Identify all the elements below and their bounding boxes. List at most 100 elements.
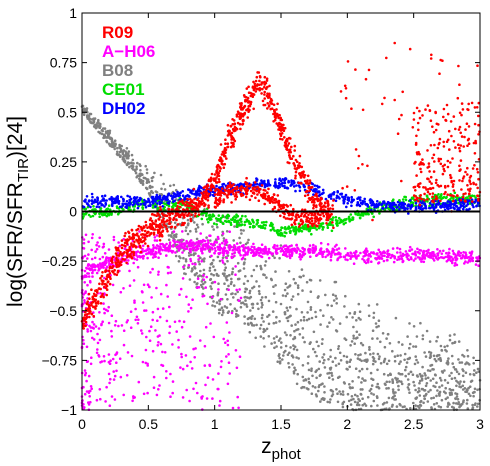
b08-point: [379, 362, 383, 365]
ce01-point: [200, 217, 204, 221]
b08-point: [462, 400, 465, 404]
b08-point: [414, 388, 417, 392]
a-h06-point: [144, 348, 148, 352]
dh02-point: [191, 192, 194, 195]
dh02-point: [402, 202, 405, 206]
b08-point: [418, 394, 422, 397]
a-h06-point: [468, 259, 471, 263]
r09-point: [293, 144, 297, 148]
a-h06-point: [82, 247, 86, 250]
b08-point: [435, 402, 439, 405]
b08-point: [370, 384, 374, 387]
a-h06-point: [97, 245, 101, 248]
b08-point: [369, 353, 372, 356]
a-h06-point: [211, 397, 214, 400]
b08-point: [333, 280, 337, 284]
b08-point: [394, 316, 398, 320]
b08-point: [315, 354, 318, 358]
b08-point: [364, 404, 368, 407]
ce01-point: [270, 221, 273, 225]
b08-point: [114, 143, 117, 146]
a-h06-point: [150, 296, 153, 299]
a-h06-point: [112, 378, 116, 381]
ce01-point: [457, 201, 460, 205]
a-h06-point: [238, 245, 241, 249]
b08-point: [167, 238, 171, 242]
b08-point: [318, 384, 321, 387]
ce01-point: [301, 227, 305, 230]
b08-point: [371, 329, 375, 333]
ce01-point: [100, 213, 104, 216]
a-h06-point: [238, 251, 241, 255]
b08-point: [445, 350, 448, 353]
b08-point: [245, 303, 248, 306]
a-h06-point: [156, 307, 160, 311]
b08-point: [437, 392, 441, 395]
b08-point: [184, 258, 188, 261]
r09-point: [143, 229, 147, 233]
dh02-point: [396, 206, 399, 209]
ce01-point: [208, 218, 212, 222]
a-h06-point: [155, 234, 159, 237]
a-h06-point: [275, 248, 278, 252]
b08-point: [358, 399, 362, 403]
r09-point: [157, 218, 161, 221]
a-h06-point: [91, 271, 94, 275]
a-h06-point: [84, 371, 88, 375]
b08-point: [398, 362, 401, 366]
b08-point: [371, 337, 374, 340]
a-h06-point: [161, 248, 164, 252]
b08-point: [106, 136, 109, 139]
dh02-point: [147, 204, 150, 208]
dh02-point: [160, 198, 163, 201]
ce01-point: [277, 233, 280, 237]
b08-point: [429, 379, 433, 382]
a-h06-point: [308, 251, 311, 254]
r09-point: [153, 213, 156, 217]
a-h06-point: [91, 320, 94, 324]
b08-point: [259, 298, 263, 302]
r09-point: [294, 170, 298, 174]
dh02-point: [178, 192, 181, 195]
r09-point: [233, 125, 237, 129]
b08-point: [195, 223, 199, 227]
b08-point: [294, 368, 297, 372]
a-h06-point: [129, 310, 133, 314]
a-h06-point: [242, 248, 245, 252]
r09-point: [142, 226, 145, 230]
dh02-point: [149, 203, 152, 206]
a-h06-point: [226, 382, 230, 386]
a-h06-point: [171, 391, 174, 395]
a-h06-point: [98, 311, 101, 314]
r09-point: [213, 193, 217, 196]
b08-point: [302, 315, 306, 319]
b08-point: [217, 282, 220, 286]
ce01-point: [437, 193, 440, 196]
b08-point: [236, 314, 240, 317]
dh02-point: [378, 202, 381, 205]
dh02-point: [137, 198, 141, 202]
a-h06-point: [451, 258, 455, 262]
b08-point: [134, 169, 137, 173]
a-h06-point: [398, 257, 401, 261]
a-h06-point: [101, 255, 105, 259]
r09-point: [88, 315, 91, 319]
dh02-point: [134, 196, 137, 200]
ce01-point: [132, 208, 136, 211]
b08-point: [109, 136, 112, 140]
a-h06-point: [159, 246, 162, 249]
b08-point: [434, 385, 437, 389]
b08-point: [244, 275, 247, 278]
b08-point: [423, 389, 426, 392]
a-h06-point: [134, 307, 137, 311]
b08-point: [288, 351, 291, 355]
b08-point: [96, 120, 100, 124]
a-h06-point: [225, 321, 229, 324]
dh02-point: [380, 202, 384, 206]
b08-point: [258, 292, 261, 296]
a-h06-point: [224, 341, 227, 345]
dh02-point: [86, 203, 90, 206]
a-h06-point: [181, 230, 184, 233]
b08-point: [427, 390, 430, 394]
b08-point: [387, 386, 390, 390]
